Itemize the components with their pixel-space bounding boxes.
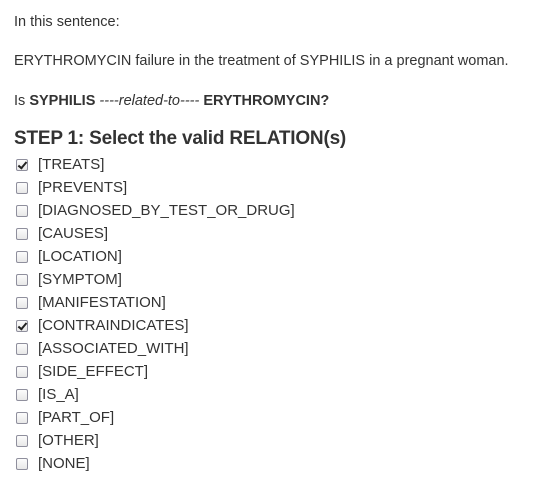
option-label[interactable]: [SYMPTOM]: [38, 270, 122, 288]
option-label[interactable]: [OTHER]: [38, 431, 99, 449]
relation-options-list: [TREATS] [PREVENTS] [DIAGNOSED_BY_TEST_OR_…: [16, 153, 295, 475]
option-label[interactable]: [TREATS]: [38, 155, 105, 173]
checkbox[interactable]: [16, 411, 28, 424]
checkbox[interactable]: [16, 204, 28, 217]
option-label[interactable]: [DIAGNOSED_BY_TEST_OR_DRUG]: [38, 201, 295, 219]
option-label[interactable]: [ASSOCIATED_WITH]: [38, 339, 189, 357]
entity-2: ERYTHROMYCIN?: [203, 93, 330, 109]
relation-option[interactable]: [IS_A]: [16, 383, 295, 406]
relation-option[interactable]: [CAUSES]: [16, 222, 295, 245]
entity-1: SYPHILIS: [29, 93, 96, 109]
option-label[interactable]: [PART_OF]: [38, 408, 115, 426]
relation-option[interactable]: [SIDE_EFFECT]: [16, 360, 295, 383]
relation-option[interactable]: [PART_OF]: [16, 406, 295, 429]
relation-question: Is SYPHILIS ----related-to---- ERYTHROMY…: [14, 91, 329, 111]
option-label[interactable]: [CAUSES]: [38, 224, 109, 242]
checkbox[interactable]: [16, 227, 28, 240]
relation-option[interactable]: [MANIFESTATION]: [16, 291, 295, 314]
step-title: STEP 1: Select the valid RELATION(s): [14, 128, 347, 149]
option-label[interactable]: [NONE]: [38, 454, 90, 472]
sentence-text: ERYTHROMYCIN failure in the treatment of…: [14, 53, 509, 69]
relation-option[interactable]: [DIAGNOSED_BY_TEST_OR_DRUG]: [16, 199, 295, 222]
checkbox[interactable]: [16, 296, 28, 309]
checkbox[interactable]: [16, 181, 28, 194]
option-label[interactable]: [LOCATION]: [38, 247, 122, 265]
relation-option[interactable]: [LOCATION]: [16, 245, 295, 268]
checkbox[interactable]: [16, 457, 28, 470]
checkbox[interactable]: [16, 319, 28, 332]
option-label[interactable]: [MANIFESTATION]: [38, 293, 166, 311]
checkbox[interactable]: [16, 273, 28, 286]
checkbox[interactable]: [16, 250, 28, 263]
checkbox[interactable]: [16, 342, 28, 355]
relation-option[interactable]: [OTHER]: [16, 429, 295, 452]
relation-option[interactable]: [TREATS]: [16, 153, 295, 176]
option-label[interactable]: [IS_A]: [38, 385, 79, 403]
relation-option[interactable]: [ASSOCIATED_WITH]: [16, 337, 295, 360]
option-label[interactable]: [SIDE_EFFECT]: [38, 362, 149, 380]
intro-text: In this sentence:: [14, 14, 120, 30]
relation-text: ----related-to----: [99, 93, 200, 109]
checkbox[interactable]: [16, 158, 28, 171]
checkbox[interactable]: [16, 365, 28, 378]
relation-option[interactable]: [NONE]: [16, 452, 295, 475]
checkbox[interactable]: [16, 388, 28, 401]
option-label[interactable]: [PREVENTS]: [38, 178, 128, 196]
option-label[interactable]: [CONTRAINDICATES]: [38, 316, 189, 334]
checkbox[interactable]: [16, 434, 28, 447]
relation-option[interactable]: [CONTRAINDICATES]: [16, 314, 295, 337]
relation-option[interactable]: [PREVENTS]: [16, 176, 295, 199]
relation-option[interactable]: [SYMPTOM]: [16, 268, 295, 291]
question-prefix: Is: [14, 93, 26, 109]
